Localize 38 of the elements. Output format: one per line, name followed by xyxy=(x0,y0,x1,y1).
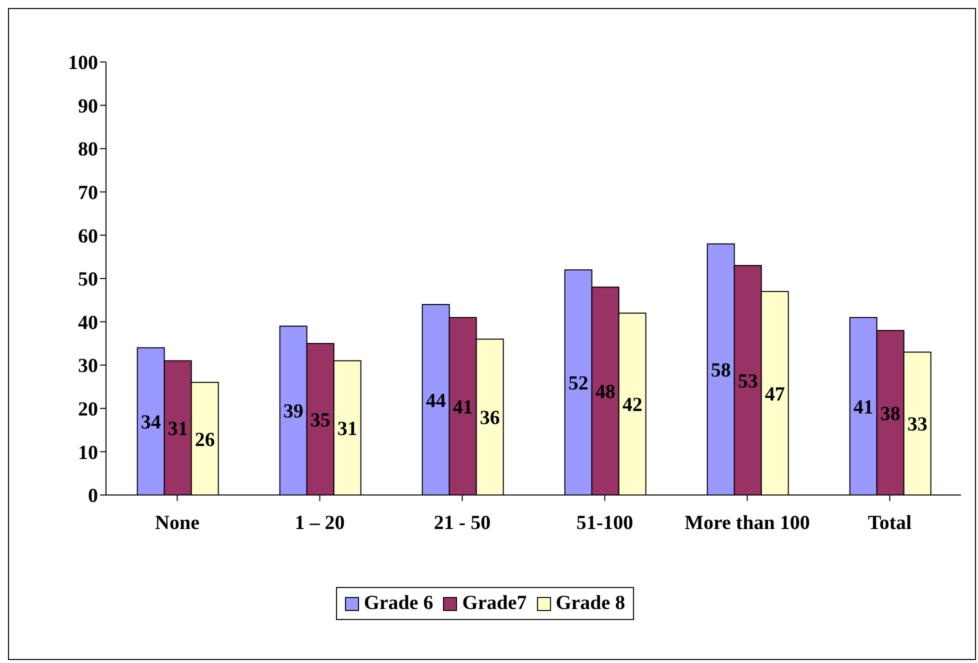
data-label: 35 xyxy=(310,409,330,432)
data-label: 26 xyxy=(194,428,215,451)
legend-label: Grade7 xyxy=(461,592,527,615)
y-tick-label: 50 xyxy=(78,268,98,291)
data-label: 48 xyxy=(595,381,616,404)
data-label: 36 xyxy=(480,407,500,430)
data-label: 34 xyxy=(140,411,161,434)
y-tick-label: 40 xyxy=(78,312,98,334)
data-label: 39 xyxy=(283,400,304,423)
data-label: 31 xyxy=(168,418,188,440)
y-tick-label: 80 xyxy=(78,138,98,161)
y-tick-label: 0 xyxy=(88,485,98,508)
x-tick-label: Total xyxy=(868,512,912,534)
y-tick-label: 70 xyxy=(78,182,98,204)
x-tick-label: 1 – 20 xyxy=(294,512,345,534)
y-tick-label: 100 xyxy=(68,52,98,74)
data-label: 52 xyxy=(568,372,588,395)
y-tick-label: 60 xyxy=(78,225,98,248)
data-label: 41 xyxy=(853,396,874,418)
y-tick-label: 20 xyxy=(78,398,98,420)
legend-label: Grade 8 xyxy=(554,592,626,615)
data-label: 41 xyxy=(452,396,473,418)
x-tick-label: 21 - 50 xyxy=(434,512,491,534)
y-tick-label: 90 xyxy=(78,95,98,118)
data-label: 53 xyxy=(738,370,758,392)
x-tick-label: More than 100 xyxy=(684,512,810,534)
y-tick-label: 30 xyxy=(78,355,98,378)
x-tick-label: 51-100 xyxy=(576,512,634,534)
legend-label: Grade 6 xyxy=(362,592,434,615)
data-label: 47 xyxy=(764,383,785,406)
data-label: 44 xyxy=(426,390,446,412)
data-label: 42 xyxy=(622,394,642,416)
y-tick-label: 10 xyxy=(78,442,98,464)
data-label: 33 xyxy=(907,414,928,436)
data-label: 58 xyxy=(710,360,731,382)
data-label: 31 xyxy=(337,418,358,440)
x-tick-label: None xyxy=(155,512,200,534)
data-label: 38 xyxy=(880,402,900,425)
